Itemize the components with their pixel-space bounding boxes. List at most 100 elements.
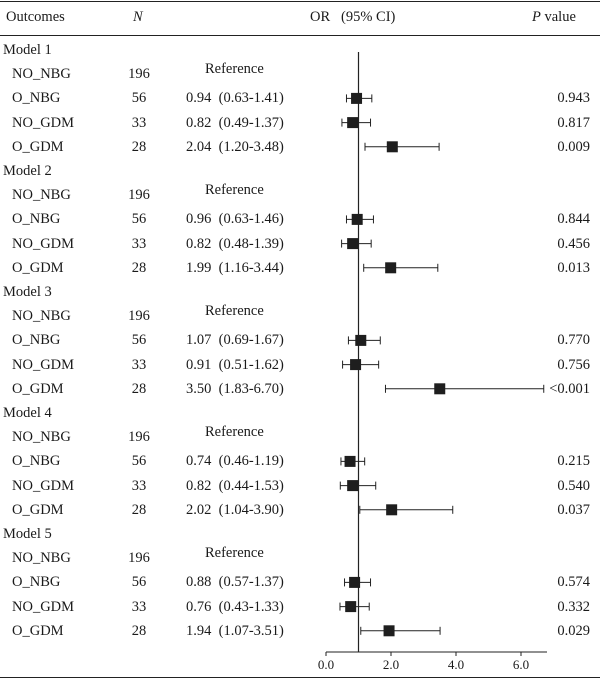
or-point-marker (386, 504, 398, 516)
n-value: 33 (131, 235, 147, 252)
or-ci-text: 0.91 (0.51-1.62) (186, 356, 284, 373)
outcome-label: O_NBG (12, 574, 61, 591)
n-value: 33 (131, 114, 147, 131)
or-ci-text: 2.02 (1.04-3.90) (186, 501, 284, 518)
or-point-marker (386, 141, 398, 153)
p-value: 0.943 (557, 90, 590, 107)
outcome-label: NO_GDM (12, 356, 75, 373)
or-ci-text: 0.94 (0.63-1.41) (186, 90, 284, 107)
p-value: 0.574 (557, 574, 590, 591)
or-ci-text: 1.94 (1.07-3.51) (186, 622, 284, 639)
outcome-label: NO_NBG (12, 550, 71, 567)
outcome-label: NO_NBG (12, 66, 71, 83)
or-point-marker (351, 92, 363, 104)
n-value: 28 (131, 380, 147, 397)
outcome-label: NO_GDM (12, 114, 75, 131)
or-point-marker (355, 334, 367, 346)
outcome-label: O_GDM (12, 380, 64, 397)
p-value: 0.009 (557, 138, 590, 155)
or-ci-text: 0.82 (0.48-1.39) (186, 235, 284, 252)
n-value: 196 (128, 66, 150, 83)
bottom-rule (0, 677, 600, 678)
outcome-label: NO_GDM (12, 235, 75, 252)
outcome-label: NO_NBG (12, 429, 71, 446)
reference-label: Reference (205, 545, 264, 562)
or-point-marker (350, 359, 362, 371)
reference-label: Reference (205, 61, 264, 78)
outcome-label: NO_NBG (12, 308, 71, 325)
p-value: 0.540 (557, 477, 590, 494)
outcome-label: O_GDM (12, 138, 64, 155)
header-p-value: P value (532, 9, 576, 26)
outcome-label: O_NBG (12, 332, 61, 349)
or-point-marker (347, 117, 359, 129)
top-rule (0, 1, 600, 2)
or-point-marker (434, 383, 446, 395)
header-p-suffix: value (540, 9, 576, 25)
n-value: 33 (131, 598, 147, 615)
x-tick-label: 2.0 (383, 657, 399, 672)
n-value: 56 (131, 453, 147, 470)
p-value: 0.756 (557, 356, 590, 373)
reference-label: Reference (205, 424, 264, 441)
x-tick-label: 0.0 (318, 657, 334, 672)
or-point-marker (383, 625, 395, 637)
outcome-label: O_NBG (12, 90, 61, 107)
or-ci-text: 0.74 (0.46-1.19) (186, 453, 284, 470)
p-value: 0.817 (557, 114, 590, 131)
n-value: 56 (131, 332, 147, 349)
n-value: 196 (128, 429, 150, 446)
outcome-label: NO_NBG (12, 187, 71, 204)
outcome-label: NO_GDM (12, 598, 75, 615)
header-or-ci: OR (95% CI) (310, 9, 396, 25)
x-tick-label: 4.0 (448, 657, 464, 672)
or-point-marker (347, 480, 359, 492)
or-point-marker (385, 262, 397, 274)
model-label: Model 2 (3, 163, 52, 179)
n-value: 33 (131, 356, 147, 373)
outcome-label: O_GDM (12, 622, 64, 639)
header-n: N (133, 9, 143, 25)
or-point-marker (349, 576, 361, 588)
p-value: 0.770 (557, 332, 590, 349)
n-value: 196 (128, 308, 150, 325)
p-value: 0.332 (557, 598, 590, 615)
n-value: 28 (131, 622, 147, 639)
or-ci-text: 0.82 (0.44-1.53) (186, 477, 284, 494)
p-value: 0.037 (557, 501, 590, 518)
or-ci-text: 0.82 (0.49-1.37) (186, 114, 284, 131)
n-value: 56 (131, 90, 147, 107)
x-tick-label: 6.0 (513, 657, 529, 672)
reference-label: Reference (205, 182, 264, 199)
n-value: 28 (131, 138, 147, 155)
n-value: 28 (131, 501, 147, 518)
outcome-label: O_GDM (12, 259, 64, 276)
n-value: 196 (128, 550, 150, 567)
or-ci-text: 1.07 (0.69-1.67) (186, 332, 284, 349)
n-value: 196 (128, 187, 150, 204)
n-value: 33 (131, 477, 147, 494)
or-point-marker (351, 213, 363, 225)
p-value: 0.013 (557, 259, 590, 276)
p-value: 0.029 (557, 622, 590, 639)
n-value: 56 (131, 574, 147, 591)
header-outcomes: Outcomes (6, 9, 65, 25)
model-label: Model 4 (3, 405, 52, 421)
outcome-label: O_GDM (12, 501, 64, 518)
or-ci-text: 0.76 (0.43-1.33) (186, 598, 284, 615)
or-point-marker (345, 601, 357, 613)
model-label: Model 5 (3, 526, 52, 542)
header-p-letter: P (532, 9, 541, 25)
outcome-label: NO_GDM (12, 477, 75, 494)
n-value: 28 (131, 259, 147, 276)
header-rule (0, 35, 600, 36)
or-point-marker (344, 455, 356, 467)
or-ci-text: 2.04 (1.20-3.48) (186, 138, 284, 155)
p-value: 0.844 (557, 211, 590, 228)
n-value: 56 (131, 211, 147, 228)
p-value: <0.001 (549, 380, 590, 397)
model-label: Model 1 (3, 42, 52, 58)
reference-label: Reference (205, 303, 264, 320)
